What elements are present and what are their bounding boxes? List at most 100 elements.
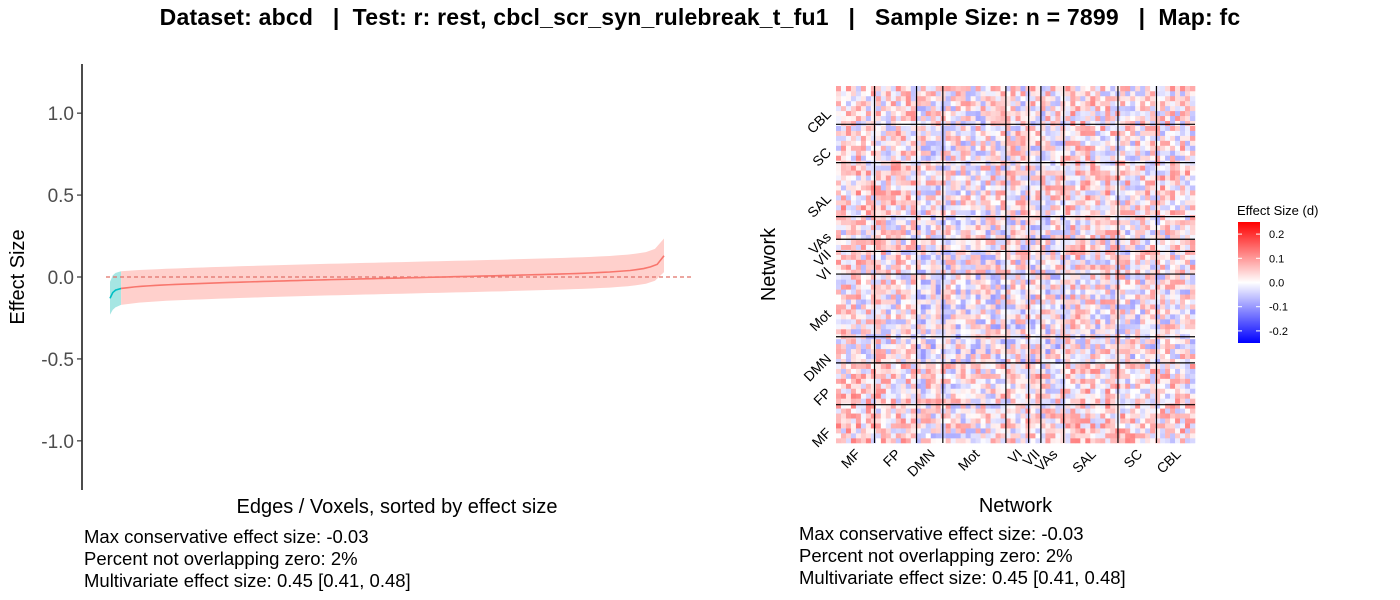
heatmap-cell bbox=[850, 398, 857, 404]
heatmap-cell bbox=[870, 353, 877, 360]
heatmap-cell bbox=[1095, 348, 1101, 355]
heatmap-cell bbox=[1125, 145, 1131, 151]
heatmap-cell bbox=[1150, 433, 1156, 439]
heatmap-cell bbox=[855, 314, 862, 320]
heatmap-cell bbox=[1005, 388, 1011, 394]
heatmap-cell bbox=[1095, 314, 1101, 320]
heatmap-cell bbox=[1005, 309, 1011, 315]
heatmap-cell bbox=[1120, 185, 1126, 191]
heatmap-cell bbox=[1125, 259, 1131, 265]
heatmap-cell bbox=[900, 378, 907, 384]
heatmap-cell bbox=[1000, 388, 1006, 394]
heatmap-cell bbox=[1170, 239, 1176, 245]
heatmap-cell bbox=[1125, 274, 1131, 280]
heatmap-cell bbox=[960, 205, 966, 211]
heatmap-cell bbox=[1125, 155, 1131, 161]
heatmap-cell bbox=[836, 200, 842, 206]
heatmap-cell bbox=[1170, 135, 1176, 141]
heatmap-cell bbox=[900, 428, 907, 434]
heatmap-cell bbox=[1000, 269, 1006, 275]
heatmap-cell bbox=[920, 150, 927, 156]
heatmap-cell bbox=[1125, 269, 1131, 275]
heatmap-cell bbox=[995, 190, 1001, 196]
heatmap-cell bbox=[1045, 284, 1051, 290]
heatmap-cell bbox=[1030, 234, 1036, 241]
heatmap-cell bbox=[1030, 120, 1036, 126]
heatmap-cell bbox=[880, 254, 887, 260]
heatmap-cell bbox=[955, 115, 961, 122]
heatmap-cell bbox=[1045, 259, 1051, 265]
heatmap-cell bbox=[900, 185, 907, 191]
heatmap-cell bbox=[1000, 428, 1006, 434]
heatmap-cell bbox=[1155, 140, 1161, 146]
heatmap-cell bbox=[1045, 170, 1051, 176]
heatmap-cell bbox=[995, 120, 1001, 126]
heatmap-cell bbox=[915, 423, 922, 429]
heatmap-cell bbox=[985, 185, 991, 191]
heatmap-cell bbox=[905, 86, 912, 92]
heatmap-cell bbox=[945, 165, 951, 171]
heatmap-cell bbox=[1070, 264, 1076, 270]
heatmap-cell bbox=[890, 140, 897, 146]
heatmap-cell bbox=[1050, 140, 1056, 146]
heatmap-cell bbox=[1125, 413, 1131, 419]
heatmap-cell bbox=[905, 135, 912, 141]
heatmap-cell bbox=[875, 254, 882, 260]
heatmap-cell bbox=[930, 403, 937, 409]
heatmap-cell bbox=[840, 200, 847, 206]
heatmap-cell bbox=[955, 224, 961, 231]
heatmap-cell bbox=[1175, 363, 1181, 369]
heatmap-cell bbox=[865, 413, 872, 419]
heatmap-cell bbox=[960, 269, 966, 275]
heatmap-cell bbox=[1010, 279, 1016, 285]
heatmap-cell bbox=[1090, 200, 1096, 206]
heatmap-cell bbox=[870, 165, 877, 171]
heatmap-cell bbox=[920, 209, 927, 216]
heatmap-cell bbox=[1150, 244, 1156, 250]
heatmap-cell bbox=[1010, 304, 1016, 310]
heatmap-cell bbox=[865, 438, 872, 444]
heatmap-cell bbox=[925, 105, 932, 112]
heatmap-cell bbox=[875, 348, 882, 355]
heatmap-cell bbox=[1170, 224, 1176, 231]
heatmap-cell bbox=[850, 368, 857, 374]
heatmap-cell bbox=[965, 214, 971, 221]
heatmap-cell bbox=[1005, 214, 1011, 221]
heatmap-cell bbox=[985, 398, 991, 404]
heatmap-cell bbox=[920, 170, 927, 176]
heatmap-cell bbox=[890, 195, 897, 201]
heatmap-cell bbox=[1175, 403, 1181, 409]
heatmap-cell bbox=[955, 304, 961, 310]
heatmap-cell bbox=[1020, 423, 1026, 429]
heatmap-cell bbox=[845, 393, 852, 399]
heatmap-cell bbox=[855, 328, 862, 335]
heatmap-cell bbox=[1010, 324, 1016, 330]
heatmap-cell bbox=[1150, 368, 1156, 374]
heatmap-cell bbox=[1005, 224, 1011, 231]
heatmap-cell bbox=[970, 175, 976, 181]
heatmap-cell bbox=[945, 190, 951, 196]
heatmap-cell bbox=[1015, 314, 1021, 320]
heatmap-cell bbox=[900, 408, 907, 414]
heatmap-cell bbox=[1140, 269, 1146, 275]
heatmap-cell bbox=[1105, 259, 1111, 265]
heatmap-cell bbox=[880, 403, 887, 409]
heatmap-cell bbox=[915, 338, 922, 345]
heatmap-cell bbox=[930, 438, 937, 444]
heatmap-cell bbox=[1050, 219, 1056, 226]
heatmap-cell bbox=[995, 279, 1001, 285]
heatmap-cell bbox=[860, 100, 867, 107]
heatmap-cell bbox=[985, 125, 991, 131]
heatmap-cell bbox=[1000, 249, 1006, 255]
heatmap-cell bbox=[980, 95, 986, 102]
heatmap-cell bbox=[865, 170, 872, 176]
heatmap-cell bbox=[1145, 150, 1151, 156]
heatmap-cell bbox=[960, 319, 966, 325]
heatmap-cell bbox=[995, 299, 1001, 305]
heatmap-cell bbox=[836, 274, 842, 280]
heatmap-cell bbox=[836, 383, 842, 389]
heatmap-cell bbox=[925, 269, 932, 275]
heatmap-cell bbox=[1130, 180, 1136, 186]
heatmap-cell bbox=[865, 110, 872, 117]
heatmap-cell bbox=[1170, 368, 1176, 374]
